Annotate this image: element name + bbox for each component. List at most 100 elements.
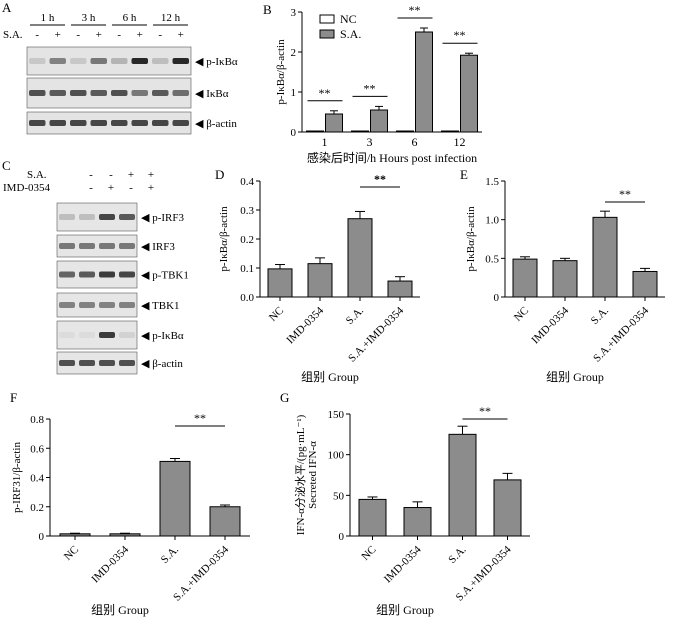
x-tick-label: IMD-0354 (382, 543, 424, 585)
blot-band (119, 243, 135, 249)
blot-band (49, 120, 66, 126)
blot-band (99, 302, 115, 308)
x-tick-label: S.A. (446, 543, 468, 565)
bar (403, 507, 432, 537)
y-axis-label: Secreted IFN-α (307, 441, 319, 509)
bar (387, 280, 413, 298)
x-tick-label: NC (512, 305, 531, 324)
blot-band (79, 243, 95, 249)
sa-row-label: S.A. (3, 29, 23, 41)
x-tick-label: NC (62, 544, 81, 563)
blot-band (111, 120, 128, 126)
y-axis-label: p-IκBα/β-actin (465, 206, 477, 272)
y-axis-label: p-IκBα/β-actin (218, 206, 230, 272)
bar (632, 270, 658, 298)
y-tick-label: 0.2 (240, 234, 254, 246)
x-tick-label: 1 (322, 135, 328, 149)
y-axis-label: IFN-α分泌水平/(pg·mL⁻¹) (294, 414, 307, 535)
blot-band (99, 243, 115, 249)
bar-nc (396, 130, 414, 133)
legend-label-nc: NC (340, 12, 357, 26)
irf3-blot (56, 234, 138, 258)
blot-band (59, 360, 75, 366)
significance-label: ** (194, 411, 206, 425)
lane-sign: - (35, 29, 39, 41)
bar (109, 533, 141, 537)
blot-label: ◀ p-IRF3 (141, 212, 184, 224)
significance-label: ** (319, 86, 331, 100)
x-tick-label: S.A. (344, 304, 366, 326)
lane-sign: + (178, 29, 184, 41)
y-tick-label: 1.0 (485, 215, 499, 227)
bar (512, 258, 538, 298)
y-tick-label: 0.2 (30, 502, 44, 514)
y-tick-label: 0 (39, 531, 45, 543)
x-tick-label: NC (267, 305, 286, 324)
chart-d: D 0.0 0.1 0.2 0.3 0.4 p-IκBα/β-actin NCIMD-0354… (215, 167, 420, 384)
significance-label: ** (454, 28, 466, 42)
blot-band (172, 120, 189, 126)
x-tick-label: S.A. (589, 304, 611, 326)
x-tick-label: IMD-0354 (284, 304, 326, 346)
blot-band (99, 332, 115, 338)
blot-band (119, 214, 135, 220)
significance-label: ** (374, 172, 386, 186)
y-tick-label: 0.8 (30, 414, 44, 426)
blot-band (119, 302, 135, 308)
lane-sign: + (128, 169, 134, 181)
lane-sign: - (89, 169, 93, 181)
x-tick-label: NC (359, 544, 378, 563)
blot-band (59, 214, 75, 220)
x-tick-label: 12 (454, 135, 466, 149)
panel-d-label: D (215, 167, 224, 182)
blot-band (152, 90, 169, 96)
y-tick-label: 1.5 (485, 176, 499, 188)
blot-band (111, 58, 128, 64)
blot-label: ◀ p-TBK1 (141, 270, 189, 282)
beta-actin-blot-a (26, 111, 192, 135)
blot-band (29, 58, 46, 64)
blot-band (49, 58, 66, 64)
y-tick-label: 0.4 (240, 176, 254, 188)
blot-band (70, 58, 87, 64)
timepoint-label: 1 h (41, 12, 55, 24)
blot-label: ◀ IRF3 (141, 241, 175, 253)
blot-band (59, 332, 75, 338)
bar (493, 479, 522, 537)
blot-band (99, 214, 115, 220)
lane-sign: + (96, 29, 102, 41)
y-tick-label: 1 (291, 87, 297, 99)
lane-sign: + (148, 182, 154, 194)
blot-band (29, 120, 46, 126)
bar-sa (370, 109, 388, 133)
y-tick-label: 0.0 (240, 292, 254, 304)
blot-band (119, 360, 135, 366)
y-tick-label: 50 (333, 490, 345, 502)
x-tick-label: IMD-0354 (529, 304, 571, 346)
blot-band (79, 302, 95, 308)
timepoint-label: 12 h (161, 12, 181, 24)
bar (209, 506, 241, 537)
timepoint-label: 3 h (82, 12, 96, 24)
y-tick-label: 0 (494, 292, 500, 304)
legend-swatch-nc (319, 14, 335, 24)
y-tick-label: 150 (328, 409, 345, 421)
blot-label: ◀ p-IκBα (195, 56, 238, 68)
blot-band (59, 243, 75, 249)
blot-band (59, 302, 75, 308)
lane-sign: - (89, 182, 93, 194)
bar (347, 218, 373, 298)
blot-label: ◀ IκBα (195, 88, 229, 100)
bar (267, 268, 293, 298)
bar (358, 498, 387, 537)
beta-actin-blot-c (56, 351, 138, 375)
blot-band (90, 58, 107, 64)
blot-label: ◀ β-actin (195, 118, 237, 130)
significance-label: ** (479, 404, 491, 418)
significance-label: ** (619, 187, 631, 201)
x-axis-label: 组别 Group (546, 370, 604, 384)
blot-band (111, 90, 128, 96)
blot-band (131, 120, 148, 126)
